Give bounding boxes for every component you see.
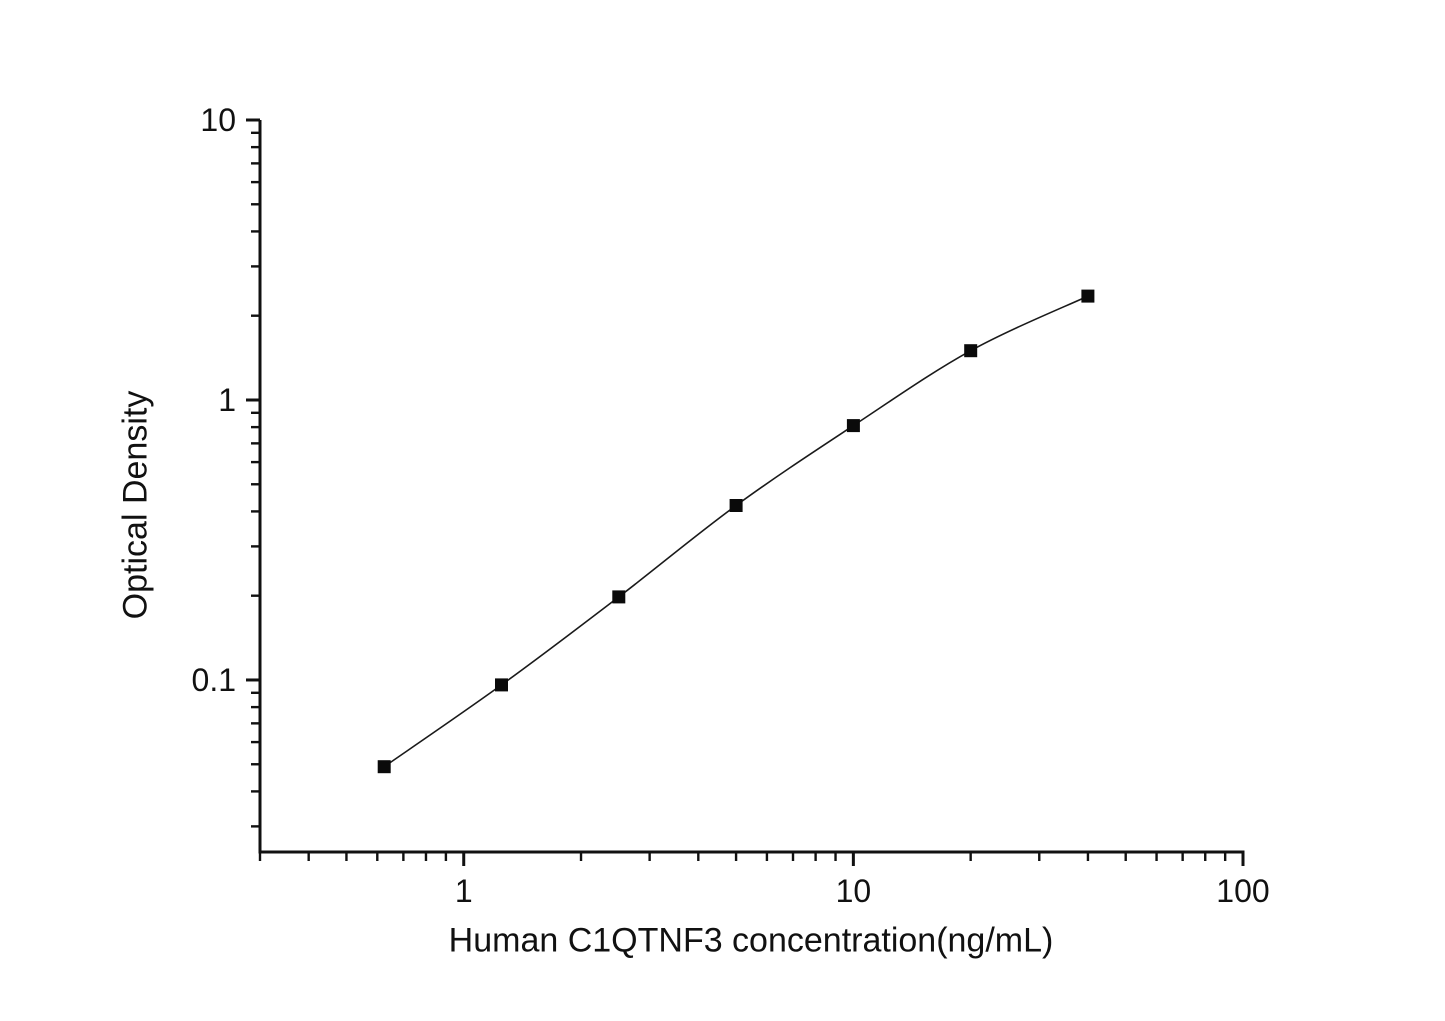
data-point-marker bbox=[495, 678, 508, 692]
data-point-marker bbox=[846, 419, 860, 433]
y-tick-label: 10 bbox=[200, 102, 236, 138]
data-point-marker bbox=[729, 499, 743, 512]
x-tick-label: 1 bbox=[455, 873, 473, 909]
x-tick-label: 100 bbox=[1216, 873, 1269, 909]
x-axis-title: Human C1QTNF3 concentration(ng/mL) bbox=[448, 921, 1054, 960]
standard-curve-line bbox=[383, 295, 1089, 768]
x-tick-label: 10 bbox=[836, 873, 872, 909]
data-point-marker bbox=[612, 590, 626, 604]
y-tick-label: 0.1 bbox=[192, 662, 236, 698]
data-point-marker bbox=[377, 760, 391, 774]
data-point-marker bbox=[1081, 289, 1095, 303]
y-tick-label: 1 bbox=[218, 382, 236, 418]
y-axis-title: Optical Density bbox=[116, 390, 155, 620]
data-point-marker bbox=[964, 344, 978, 358]
